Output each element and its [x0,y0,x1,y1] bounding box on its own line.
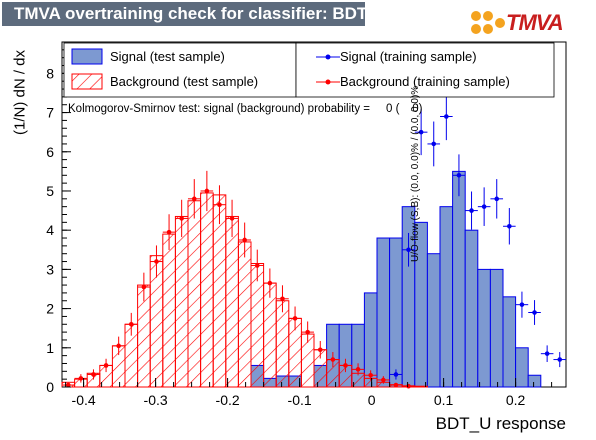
chart-title: TMVA overtraining check for classifier: … [2,2,389,26]
background-train-point [150,245,163,278]
legend-signal-test-swatch [71,48,103,65]
y-tick-label: 8 [46,65,54,81]
background-test-bar [237,241,252,388]
background-train-point [238,222,251,258]
legend-signal-test: Signal (test sample) [110,49,225,64]
background-test-bar [275,300,290,388]
y-tick-label: 7 [46,105,54,121]
signal-train-point [465,191,478,230]
x-tick-label: -0.2 [216,392,240,408]
legend-background-test-swatch [71,73,103,90]
signal-train-point [515,291,529,318]
y-tick-label: 4 [46,222,54,238]
background-test-bar [250,263,265,388]
background-train-point [326,352,340,368]
signal-train-point [540,345,554,362]
background-train-point [263,268,277,298]
x-tick-label: -0.1 [288,392,312,408]
background-train-point [61,382,75,388]
legend-background-train: Background (training sample) [340,74,510,89]
background-train-point [377,376,390,384]
background-train-point [288,306,302,331]
tmva-logo-text: TMVA [506,10,564,35]
y-tick-label: 1 [46,340,54,356]
background-train-point [250,249,264,282]
signal-test-bar [376,237,391,388]
x-tick-label: 0.2 [506,392,526,408]
y-axis-title: (1/N) dN / dx [11,49,29,136]
background-test-bar [187,200,202,388]
y-tick-label: 0 [46,379,54,395]
background-train-point [213,185,226,225]
x-tick-label: -0.3 [144,392,168,408]
signal-train-point [503,208,516,245]
signal-test-bar [426,253,441,388]
logo-dot [483,24,493,34]
signal-train-point [452,154,466,197]
background-train-point [301,321,314,343]
background-test-bar [225,215,239,388]
background-train-point [225,199,239,238]
signal-train-point [477,187,491,226]
signal-test-bar [452,170,466,388]
background-train-point [74,374,88,383]
legend-signal-train: Signal (training sample) [340,49,477,64]
background-train-point [112,336,125,356]
background-train-point [364,370,377,381]
x-tick-label: 0.1 [434,392,454,408]
logo-dot [471,11,481,21]
logo-dot [495,18,505,28]
background-train-point [87,369,100,380]
legend: Signal (test sample) Background (test sa… [63,42,555,98]
y-tick-label: 2 [46,301,54,317]
legend-background-test: Background (test sample) [110,74,258,89]
signal-train-point [414,109,428,156]
background-train-point [339,358,352,373]
background-train-point [389,382,403,388]
background-train-point [351,363,365,376]
background-train-point [187,179,201,219]
signal-train-point [402,232,415,267]
signal-train-point [553,352,567,368]
background-train-point [162,214,176,251]
legend-box-left [63,42,297,98]
signal-test-bar [389,237,403,388]
y-tick-label: 5 [46,183,54,199]
background-test-bar [263,282,277,388]
signal-test-bar [527,374,542,388]
signal-train-point [389,369,403,380]
background-train-point [124,312,138,336]
signal-test-bar [489,268,504,388]
signal-train-point [490,179,504,219]
signal-test-bar [502,296,517,388]
overflow-note: U/O-flow (S,B): (0.0, 0.0)% / (0.0, 0.0)… [410,85,421,262]
legend-box-right [295,42,555,98]
signal-test-bar [464,229,479,388]
tmva-logo [471,11,505,34]
background-test-bar [200,192,214,388]
y-tick-label: 3 [46,261,54,277]
signal-train-point [427,121,441,167]
signal-test-bar [515,347,529,388]
background-train-point [313,340,327,359]
logo-dot [483,11,493,21]
logo-dot [471,24,481,34]
signal-test-bar [439,206,454,388]
background-train-point [99,358,113,373]
y-tick-label: 6 [46,144,54,160]
background-train-point [175,199,188,238]
signal-train-point [528,300,541,325]
x-axis-title: BDT_U response [435,414,566,433]
signal-train-point [440,92,453,141]
ks-test-text: Kolmogorov-Smirnov test: signal (backgro… [68,103,423,115]
background-train-point [200,170,214,212]
signal-test-bar [477,268,491,388]
background-train-point [276,285,289,313]
x-tick-label: 0 [368,392,376,408]
background-test-bar [162,233,176,388]
background-train-point [137,272,151,302]
background-test-bar [174,215,189,388]
x-tick-label: -0.4 [72,392,96,408]
